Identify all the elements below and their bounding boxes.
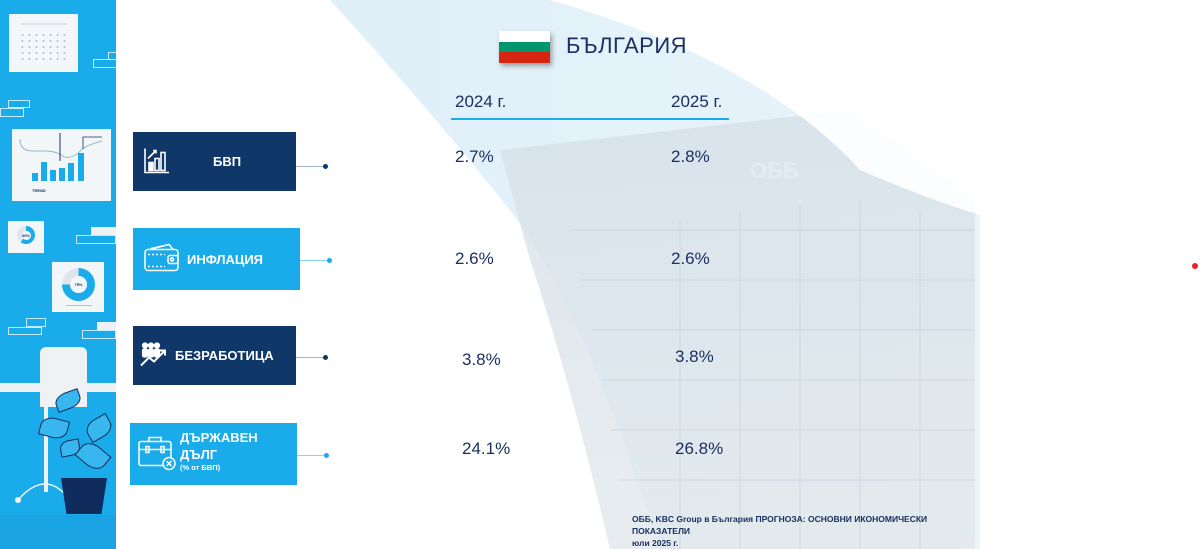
indicator-label: ДЪРЖАВЕН ДЪЛГ bbox=[180, 430, 258, 462]
donut-chart-small-illustration: 60% bbox=[8, 221, 44, 253]
source-line-1: ОББ, KBC Group в България ПРОГНОЗА: ОСНО… bbox=[632, 514, 928, 536]
decorative-illustration-strip: TREND 60% 75% bbox=[0, 0, 116, 549]
debt-2024-value: 24.1% bbox=[462, 439, 511, 458]
connector-line bbox=[296, 355, 328, 360]
country-title: БЪЛГАРИЯ bbox=[566, 33, 688, 58]
people-trend-icon bbox=[139, 341, 169, 370]
building-background-image: ОББ bbox=[330, 0, 980, 549]
bar-chart-growth-icon bbox=[143, 146, 171, 177]
column-header-2025: 2025 г. bbox=[671, 92, 723, 111]
indicator-label: БЕЗРАБОТИЦА bbox=[175, 348, 274, 363]
laser-pointer-dot bbox=[1192, 263, 1198, 269]
connector-line bbox=[296, 164, 328, 169]
debt-2025-value: 26.8% bbox=[675, 439, 724, 458]
indicator-sublabel: (% от БВП) bbox=[180, 463, 221, 472]
gdp-2024-value: 2.7% bbox=[455, 147, 494, 166]
inflation-2025-value: 2.6% bbox=[671, 249, 710, 268]
indicator-label: БВП bbox=[213, 154, 242, 169]
bulgarian-flag-icon bbox=[499, 31, 550, 63]
donut-chart-large-illustration: 75% bbox=[52, 262, 104, 312]
source-note: ОББ, KBC Group в България ПРОГНОЗА: ОСНО… bbox=[632, 513, 952, 549]
unemployment-2025-value: 3.8% bbox=[675, 347, 714, 366]
source-line-2: юли 2025 г. bbox=[632, 538, 679, 548]
inflation-2024-value: 2.6% bbox=[455, 249, 494, 268]
column-header-2024: 2024 г. bbox=[455, 92, 507, 111]
header-underline bbox=[451, 118, 729, 120]
indicator-gdp: БВП bbox=[133, 132, 296, 191]
gdp-2025-value: 2.8% bbox=[671, 147, 710, 166]
briefcase-debt-icon bbox=[136, 434, 176, 475]
building-sign: ОББ bbox=[750, 158, 799, 183]
trend-label: TREND bbox=[32, 188, 46, 193]
indicator-government-debt: ДЪРЖАВЕН ДЪЛГ (% от БВП) bbox=[130, 423, 297, 485]
indicator-unemployment: БЕЗРАБОТИЦА bbox=[133, 326, 296, 385]
connector-line bbox=[297, 453, 329, 458]
indicator-label: ИНФЛАЦИЯ bbox=[187, 251, 264, 267]
plant-pot-illustration bbox=[61, 478, 107, 514]
divider bbox=[116, 0, 118, 549]
indicator-inflation: ИНФЛАЦИЯ bbox=[133, 228, 300, 290]
trend-chart-illustration: TREND bbox=[12, 129, 111, 201]
unemployment-2024-value: 3.8% bbox=[462, 350, 501, 369]
wallet-icon bbox=[143, 243, 181, 276]
calendar-illustration bbox=[9, 14, 78, 72]
connector-line bbox=[300, 258, 332, 263]
